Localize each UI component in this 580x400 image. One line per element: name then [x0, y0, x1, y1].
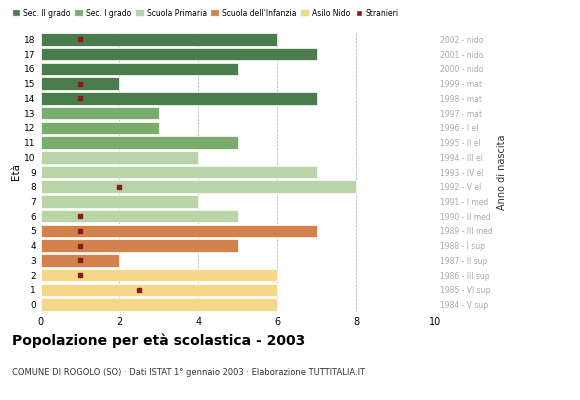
Bar: [41, 284, 277, 296]
Bar: [41, 48, 317, 60]
Bar: [41, 62, 238, 75]
Bar: [41, 195, 198, 208]
Bar: [41, 166, 317, 178]
Text: Popolazione per età scolastica - 2003: Popolazione per età scolastica - 2003: [12, 334, 305, 348]
Legend: Sec. II grado, Sec. I grado, Scuola Primaria, Scuola dell'Infanzia, Asilo Nido, : Sec. II grado, Sec. I grado, Scuola Prim…: [10, 6, 401, 21]
Bar: [41, 107, 159, 119]
Bar: [41, 33, 277, 46]
Bar: [41, 254, 119, 267]
Bar: [41, 210, 238, 222]
Bar: [41, 298, 277, 311]
Bar: [41, 269, 277, 282]
Bar: [41, 136, 238, 149]
Bar: [41, 92, 317, 104]
Y-axis label: Anno di nascita: Anno di nascita: [497, 134, 507, 210]
Bar: [41, 180, 356, 193]
Bar: [41, 225, 317, 237]
Text: COMUNE DI ROGOLO (SO) · Dati ISTAT 1° gennaio 2003 · Elaborazione TUTTITALIA.IT: COMUNE DI ROGOLO (SO) · Dati ISTAT 1° ge…: [12, 368, 365, 377]
Bar: [41, 122, 159, 134]
Bar: [41, 77, 119, 90]
Bar: [41, 151, 198, 164]
Bar: [41, 240, 238, 252]
Y-axis label: Età: Età: [12, 164, 21, 180]
